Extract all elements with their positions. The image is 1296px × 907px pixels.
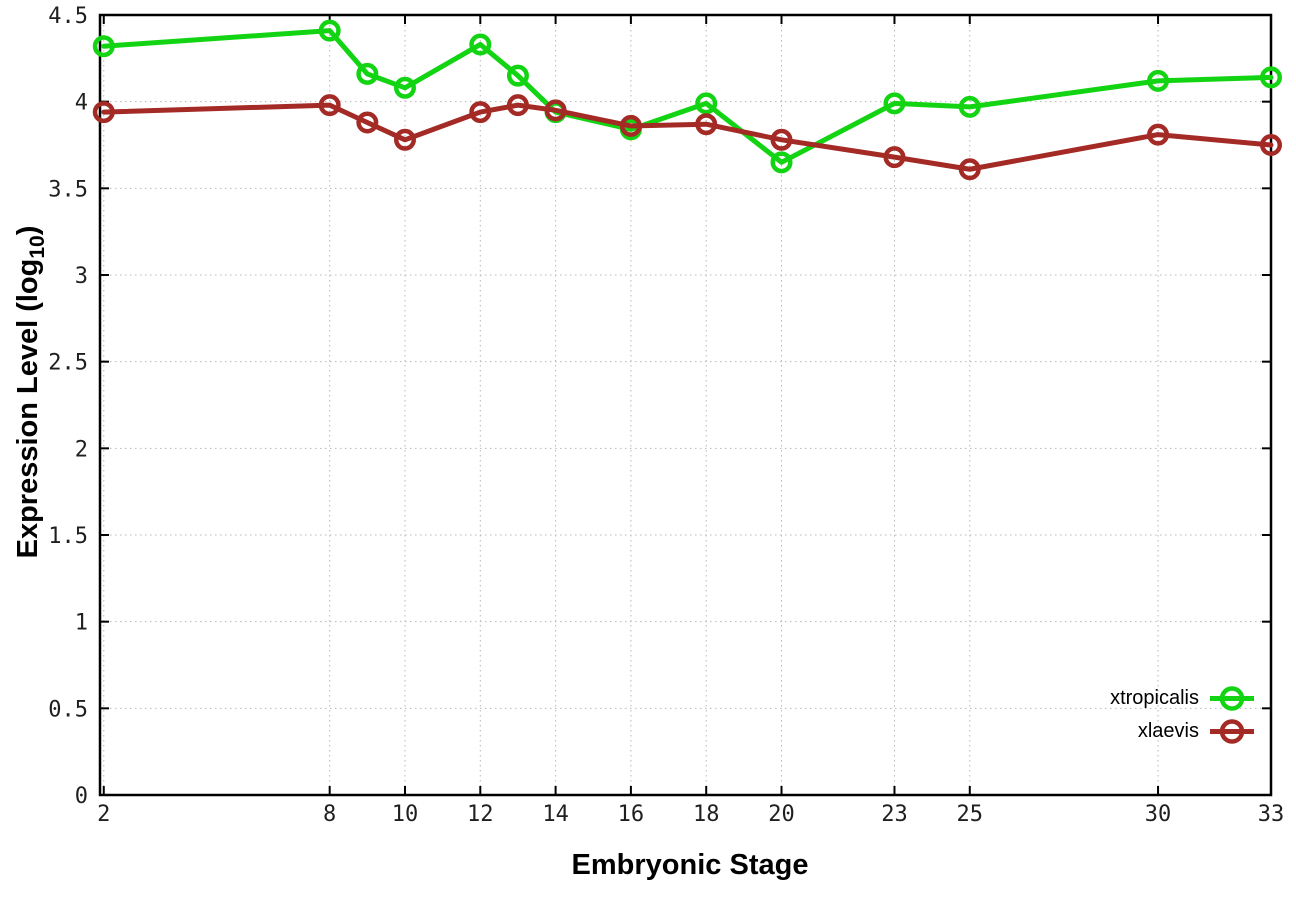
legend-label: xtropicalis [1110,687,1199,709]
series-line-xtropicalis [101,28,1274,165]
data-point-xtropicalis [958,95,981,118]
y-tick-label: 3 [75,264,88,289]
data-point-xlaevis [318,94,341,117]
x-tick-label: 18 [693,802,720,827]
data-point-xtropicalis [92,35,115,58]
data-point-xlaevis [506,94,529,117]
x-tick-label: 8 [323,802,336,827]
data-point-xlaevis [356,111,379,134]
legend-entry-xtropicalis: xtropicalis [1110,683,1256,714]
y-tick-label: 3.5 [48,177,88,202]
data-point-xtropicalis [883,92,906,115]
data-point-xlaevis [1260,134,1282,156]
legend-label: xlaevis [1137,720,1199,742]
data-point-xtropicalis [356,62,379,85]
y-tick-label: 0.5 [48,697,88,722]
data-point-xtropicalis [695,92,718,115]
x-tick-label: 30 [1145,802,1172,827]
data-point-xlaevis [544,99,567,122]
data-point-xlaevis [92,101,115,124]
x-tick-label: 20 [768,802,795,827]
data-point-xtropicalis [318,19,341,42]
data-point-xlaevis [1147,123,1170,146]
legend-entry-xlaevis: xlaevis [1138,716,1256,747]
plot-frame [98,13,1273,797]
legend: xtropicalis xlaevis [1110,683,1256,747]
data-point-xtropicalis [770,151,793,174]
y-axis-title: Expression Level (log10) [12,226,50,559]
data-point-xlaevis [393,128,416,151]
data-point-xtropicalis [506,64,529,87]
data-point-xlaevis [469,101,492,124]
y-axis-title-suffix: ) [12,225,44,236]
data-point-xlaevis [619,114,642,137]
data-point-xtropicalis [393,76,416,99]
x-tick-label: 23 [881,802,908,827]
legend-sample-icon [1210,686,1254,711]
data-point-xtropicalis [1260,66,1282,89]
y-tick-label: 2.5 [48,351,88,376]
y-tick-label: 4.5 [48,4,88,29]
y-axis-title-text: Expression Level (log [12,258,44,559]
data-point-xlaevis [883,146,906,169]
legend-sample-icon [1210,719,1254,744]
x-tick-label: 25 [957,802,984,827]
data-point-xtropicalis [469,33,492,56]
y-tick-label: 2 [75,437,88,462]
x-tick-label: 12 [467,802,494,827]
data-point-xlaevis [770,128,793,151]
x-tick-label: 2 [97,802,110,827]
y-tick-label: 1 [75,611,88,636]
data-point-xlaevis [695,113,718,136]
x-tick-label: 33 [1258,802,1285,827]
x-tick-label: 14 [542,802,569,827]
x-tick-label: 10 [392,802,419,827]
x-axis-title: Embryonic Stage [571,849,809,881]
series-line-xlaevis [101,102,1274,172]
y-tick-label: 4 [75,91,88,116]
x-tick-label: 16 [618,802,645,827]
y-tick-label: 0 [75,784,88,809]
y-axis-title-subscript: 10 [26,235,49,259]
y-tick-label: 1.5 [48,524,88,549]
data-point-xlaevis [958,158,981,181]
data-point-xtropicalis [1147,69,1170,92]
